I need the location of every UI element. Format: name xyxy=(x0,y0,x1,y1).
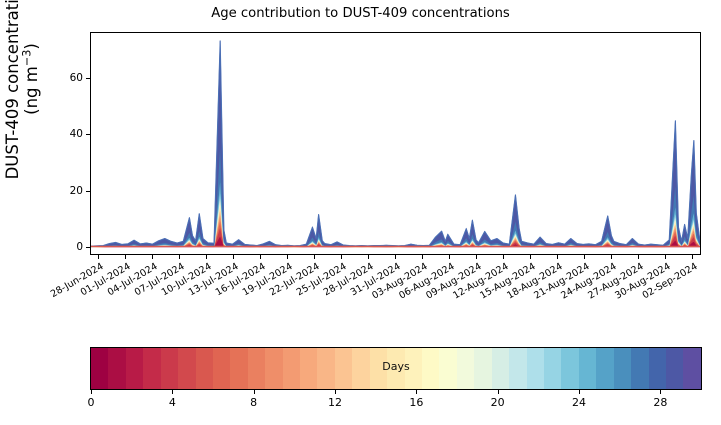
x-tick-mark xyxy=(503,255,505,259)
colorbar-tick-label: 16 xyxy=(409,396,424,409)
x-tick-mark xyxy=(584,255,586,259)
colorbar-segment xyxy=(422,348,440,389)
colorbar-segment xyxy=(596,348,614,389)
y-axis-label-line1: DUST-409 concentration xyxy=(2,0,22,180)
x-tick-mark xyxy=(422,255,424,259)
x-tick-mark xyxy=(665,255,667,259)
x-tick-mark xyxy=(287,255,289,259)
y-tick-mark xyxy=(86,134,90,136)
colorbar-segment xyxy=(317,348,335,389)
colorbar-segment xyxy=(352,348,370,389)
colorbar-tick-label: 24 xyxy=(572,396,586,409)
x-tick-mark xyxy=(638,255,640,259)
y-axis-units-exponent: −3 xyxy=(20,49,34,67)
colorbar-segment xyxy=(334,348,353,389)
x-tick-mark xyxy=(692,255,694,259)
colorbar-segment xyxy=(108,348,126,389)
x-tick-mark xyxy=(314,255,316,259)
colorbar-tick-mark xyxy=(335,390,336,394)
x-tick-mark xyxy=(125,255,126,259)
colorbar-segment xyxy=(125,348,144,389)
y-tick-mark xyxy=(86,246,90,248)
colorbar-segment xyxy=(282,348,301,389)
y-axis-units-suffix: ) xyxy=(22,43,41,50)
colorbar-segment xyxy=(474,348,492,389)
x-tick-mark xyxy=(206,255,208,259)
age-layer-area xyxy=(91,40,700,247)
y-axis-label: DUST-409 concentration (ng m−3) xyxy=(0,0,50,187)
colorbar-segment xyxy=(265,348,283,389)
colorbar-segment xyxy=(543,348,562,389)
x-tick-mark xyxy=(260,255,262,259)
x-tick-mark xyxy=(449,255,451,259)
area-plot-svg xyxy=(91,40,700,248)
colorbar-segment xyxy=(91,348,109,389)
colorbar-tick-mark xyxy=(416,390,418,394)
colorbar-tick-label: 28 xyxy=(653,396,668,409)
x-tick-mark xyxy=(557,255,559,259)
colorbar-tick-label: 0 xyxy=(87,396,95,409)
x-tick-mark xyxy=(152,255,153,259)
main-axes xyxy=(90,32,701,255)
colorbar-segment xyxy=(683,348,701,389)
colorbar-segment xyxy=(195,348,213,389)
x-tick-mark xyxy=(368,255,370,259)
x-tick-mark xyxy=(611,255,613,259)
colorbar-segment xyxy=(613,348,632,389)
y-axis-label-line2: (ng m−3) xyxy=(20,0,42,179)
colorbar-segment xyxy=(300,348,318,389)
total-concentration-line xyxy=(91,40,700,247)
colorbar-segment xyxy=(369,348,388,389)
x-tick-mark xyxy=(179,255,181,259)
colorbar-segment xyxy=(456,348,475,389)
colorbar-tick-label: 20 xyxy=(490,396,505,409)
colorbar-segment xyxy=(230,348,248,389)
y-tick-label: 0 xyxy=(76,240,83,253)
y-tick-label: 60 xyxy=(69,72,83,85)
y-tick-mark xyxy=(86,78,90,80)
colorbar-tick-mark xyxy=(579,390,580,394)
colorbar-tick-label: 8 xyxy=(250,396,258,409)
colorbar-segment xyxy=(160,348,179,389)
page-title: Age contribution to DUST-409 concentrati… xyxy=(211,6,510,21)
colorbar-segment xyxy=(439,348,457,389)
y-axis-units-prefix: (ng m xyxy=(22,66,41,115)
x-tick-mark xyxy=(530,255,532,259)
colorbar-tick-label: 12 xyxy=(328,396,342,409)
colorbar-segment xyxy=(665,348,684,389)
y-tick-label: 20 xyxy=(69,184,83,197)
colorbar-segment xyxy=(578,348,597,389)
colorbar-segment xyxy=(143,348,161,389)
colorbar-tick-mark xyxy=(660,390,662,394)
x-tick-mark xyxy=(395,255,397,259)
x-tick-mark xyxy=(476,255,478,259)
x-tick-mark xyxy=(341,255,343,259)
colorbar[interactable] xyxy=(90,347,702,390)
colorbar-segment xyxy=(247,348,266,389)
x-tick-mark xyxy=(233,255,235,259)
colorbar-segment xyxy=(387,348,405,389)
colorbar-segment xyxy=(178,348,196,389)
y-tick-label: 40 xyxy=(69,128,83,141)
colorbar-tick-mark xyxy=(172,390,174,394)
colorbar-segment xyxy=(509,348,527,389)
colorbar-tick-mark xyxy=(497,390,499,394)
colorbar-segment xyxy=(648,348,666,389)
y-tick-mark xyxy=(86,190,90,192)
colorbar-tick-label: 4 xyxy=(168,396,176,409)
colorbar-segment xyxy=(631,348,649,389)
colorbar-segment xyxy=(526,348,544,389)
colorbar-segment xyxy=(212,348,231,389)
colorbar-segment xyxy=(491,348,510,389)
colorbar-segment xyxy=(561,348,579,389)
colorbar-tick-mark xyxy=(253,390,255,394)
x-tick-mark xyxy=(98,255,99,259)
colorbar-segment xyxy=(404,348,423,389)
colorbar-tick-mark xyxy=(91,390,92,394)
